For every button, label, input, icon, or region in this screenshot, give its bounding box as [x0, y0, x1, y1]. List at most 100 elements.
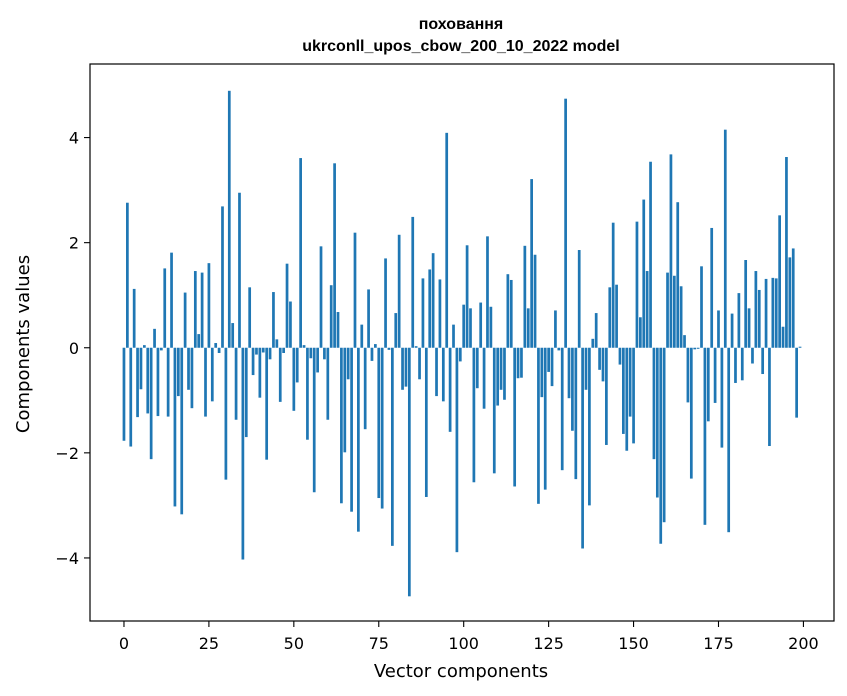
- bar-45: [275, 339, 279, 348]
- bar-121: [533, 254, 537, 348]
- bar-185: [751, 347, 754, 364]
- bar-37: [248, 287, 252, 348]
- bar-14: [170, 252, 173, 348]
- bar-166: [686, 347, 690, 403]
- bar-115: [513, 347, 517, 487]
- bar-66: [346, 347, 350, 380]
- bar-197: [791, 248, 795, 348]
- bar-135: [581, 347, 584, 549]
- bars-group: [122, 90, 802, 597]
- bar-23: [200, 272, 204, 348]
- bar-123: [540, 347, 544, 398]
- bar-155: [649, 161, 652, 348]
- bar-35: [241, 347, 245, 560]
- x-axis-label: Vector components: [374, 661, 548, 682]
- bar-56: [312, 347, 316, 493]
- bar-146: [618, 347, 622, 365]
- bar-21: [193, 271, 197, 348]
- bar-102: [469, 308, 472, 348]
- bar-85: [411, 216, 415, 348]
- bar-189: [764, 278, 768, 348]
- bar-181: [737, 293, 741, 348]
- plot-frame: [89, 63, 835, 622]
- bar-0: [122, 347, 126, 441]
- bar-92: [435, 347, 438, 397]
- bar-73: [370, 347, 374, 361]
- bar-178: [727, 347, 731, 533]
- bar-95: [445, 132, 449, 348]
- bar-41: [261, 347, 265, 353]
- bar-103: [472, 347, 476, 483]
- bar-57: [316, 347, 319, 373]
- bar-7: [146, 347, 150, 414]
- bar-126: [550, 347, 554, 387]
- bar-133: [574, 347, 578, 480]
- bar-151: [635, 221, 639, 348]
- bar-96: [448, 347, 452, 432]
- bar-194: [781, 326, 785, 348]
- bar-130: [564, 98, 567, 348]
- bar-10: [156, 347, 160, 417]
- bar-104: [475, 347, 479, 389]
- bar-113: [506, 274, 510, 348]
- bar-90: [428, 269, 432, 348]
- bar-55: [309, 347, 313, 359]
- bar-76: [380, 347, 384, 509]
- y-axis-ticks: −4 −2 0 2 4: [55, 129, 90, 568]
- bar-18: [183, 292, 187, 348]
- bar-144: [611, 222, 615, 348]
- bar-11: [159, 347, 163, 351]
- bar-196: [788, 257, 792, 348]
- bar-117: [520, 347, 523, 378]
- y-tick-label-3: 2: [69, 234, 79, 253]
- bar-77: [384, 258, 387, 348]
- bar-136: [584, 347, 588, 390]
- bar-65: [343, 347, 347, 453]
- bar-52: [299, 158, 302, 348]
- bar-24: [204, 347, 207, 417]
- bar-183: [744, 260, 748, 348]
- bar-4: [136, 347, 139, 418]
- bar-3: [132, 288, 136, 348]
- bar-112: [503, 347, 506, 400]
- bar-32: [231, 323, 235, 348]
- x-tick-label-5: 125: [533, 634, 564, 653]
- bar-156: [652, 347, 656, 460]
- bar-106: [482, 347, 486, 409]
- bar-158: [659, 347, 663, 544]
- bar-169: [696, 347, 700, 349]
- bar-114: [509, 279, 513, 348]
- bar-199: [798, 346, 802, 348]
- bar-119: [526, 308, 530, 348]
- bar-59: [323, 347, 326, 360]
- bar-2: [129, 347, 133, 447]
- y-tick-label-1: −2: [55, 444, 79, 463]
- bar-165: [683, 335, 686, 348]
- bar-70: [360, 324, 364, 348]
- bar-25: [207, 263, 211, 348]
- bar-152: [639, 317, 642, 348]
- bar-30: [224, 347, 228, 480]
- x-tick-label-3: 75: [369, 634, 389, 653]
- chart-title-line-1: поховання: [419, 16, 504, 33]
- bar-49: [289, 301, 292, 348]
- bar-91: [431, 253, 435, 348]
- y-tick-label-0: −4: [55, 549, 79, 568]
- x-tick-label-1: 25: [199, 634, 219, 653]
- x-tick-label-7: 175: [703, 634, 734, 653]
- bar-48: [285, 263, 289, 348]
- bar-98: [455, 347, 459, 553]
- bar-149: [628, 347, 632, 417]
- bar-193: [778, 215, 781, 348]
- bar-111: [499, 347, 503, 390]
- bar-80: [394, 313, 398, 348]
- bar-1: [126, 202, 129, 348]
- bar-105: [479, 302, 483, 348]
- bar-191: [771, 277, 775, 348]
- bar-198: [795, 347, 798, 418]
- bar-134: [577, 250, 581, 348]
- bar-8: [149, 347, 153, 460]
- bar-184: [747, 308, 751, 348]
- bar-69: [357, 347, 360, 532]
- bar-47: [282, 347, 285, 353]
